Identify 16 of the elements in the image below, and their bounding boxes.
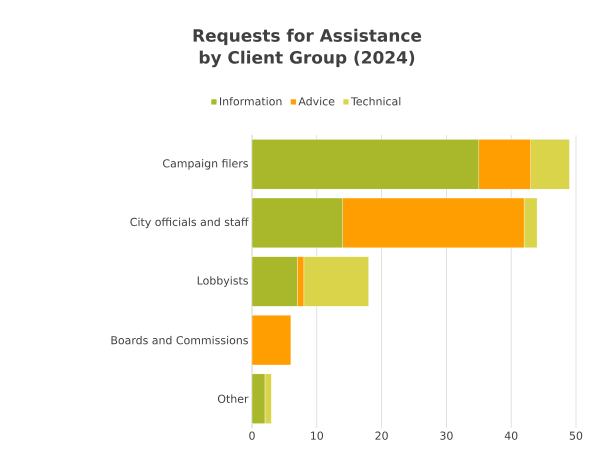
legend-label: Information	[220, 96, 282, 106]
x-tick-label: 20	[375, 432, 388, 440]
legend-label: Technical	[350, 96, 400, 106]
y-tick-label: Lobbyists	[198, 276, 248, 287]
y-tick-label: City officials and staff	[130, 218, 249, 228]
x-tick-label: 0	[249, 432, 255, 440]
chart-title: Requests for Assistance by Client Group (2024)	[194, 28, 422, 68]
x-tick-label: 50	[570, 432, 582, 440]
x-tick-label: 30	[440, 432, 453, 440]
x-tick-label: 40	[504, 432, 518, 440]
y-tick-label: Other	[218, 394, 248, 403]
bar	[252, 315, 292, 366]
x-tick-label: 10	[311, 432, 324, 440]
y-tick-label: Boards and Commissions	[111, 336, 248, 344]
legend-label: Advice	[298, 96, 334, 106]
y-tick-label: Campaign filers	[163, 158, 248, 170]
